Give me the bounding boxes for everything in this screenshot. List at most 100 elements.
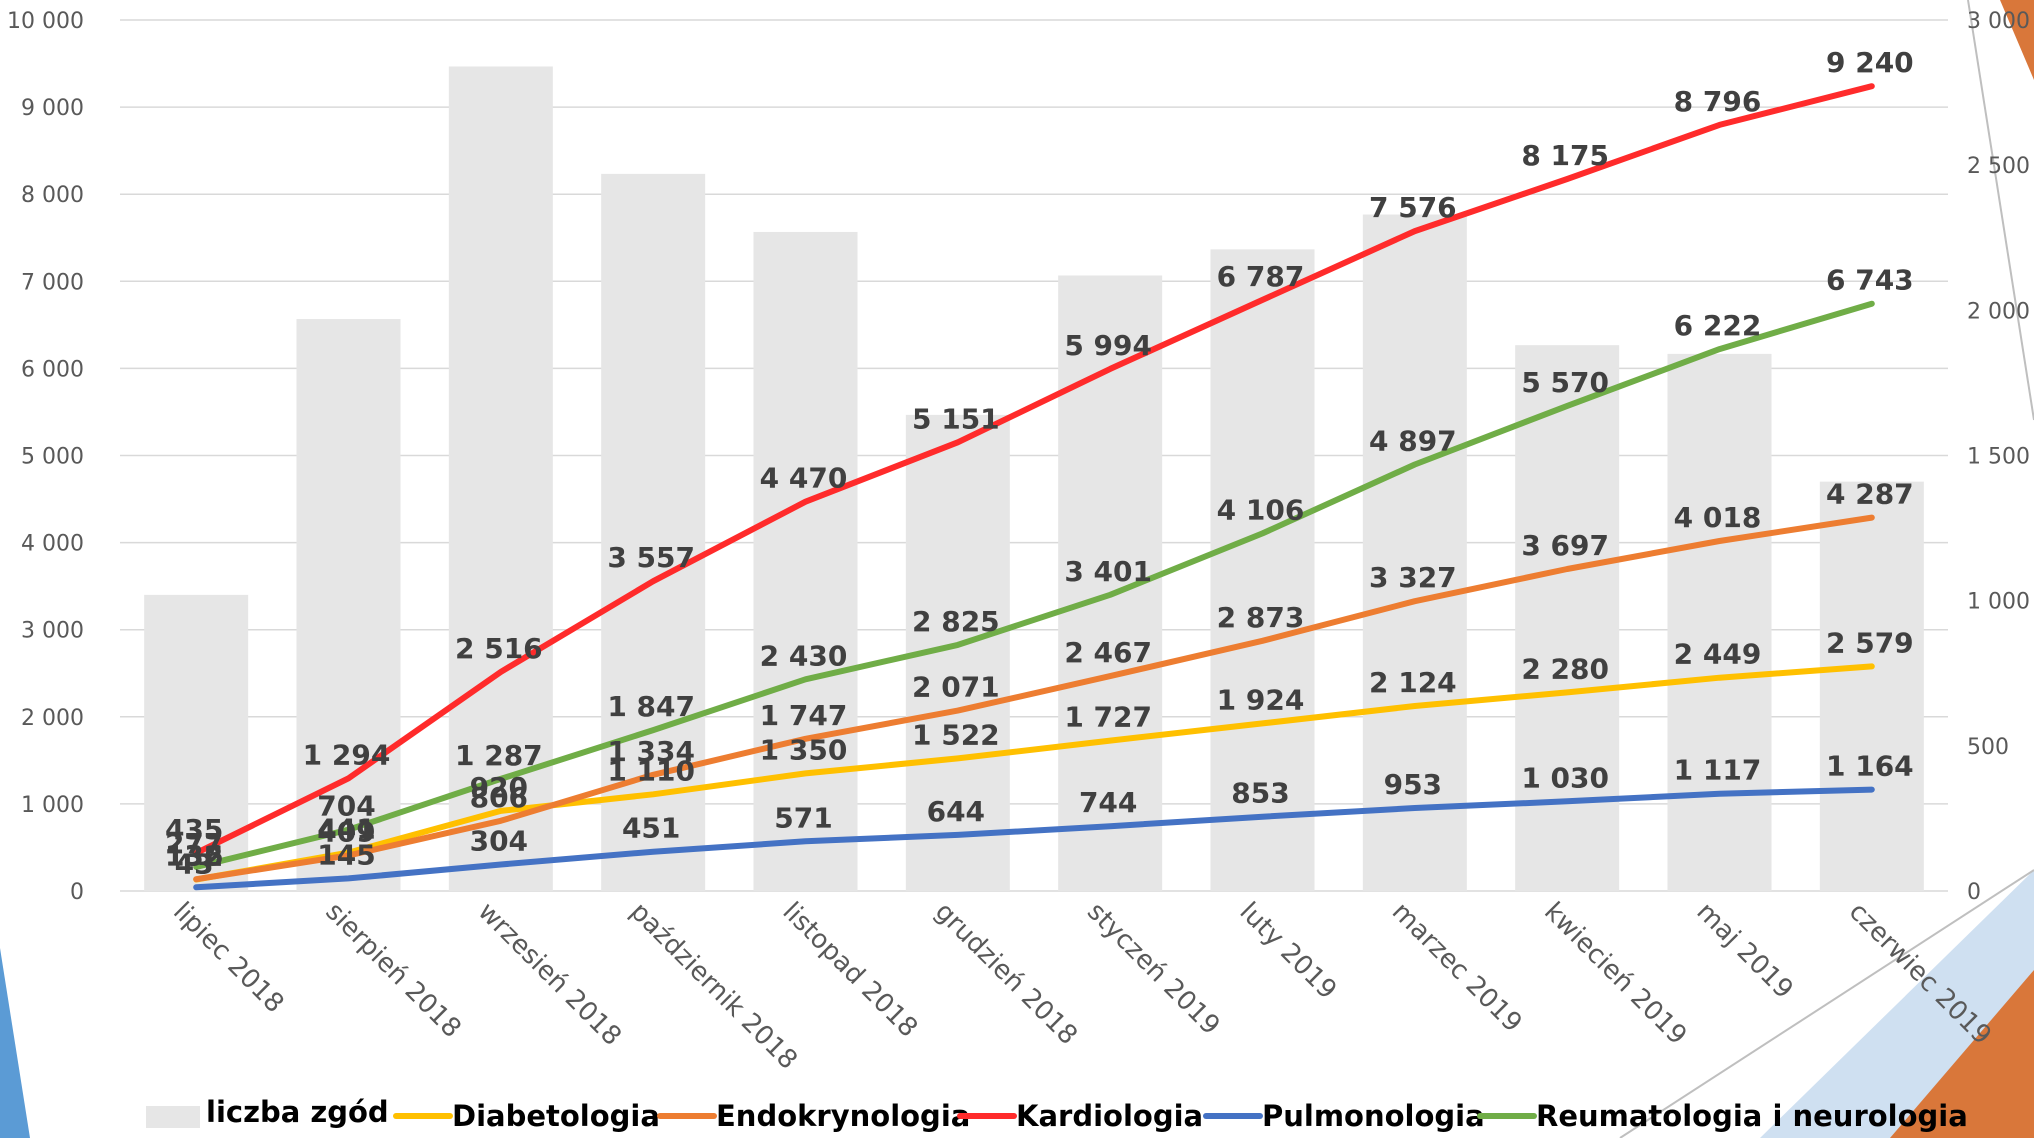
category-label: styczeń 2019	[1081, 897, 1225, 1041]
data-label: 1 030	[1521, 761, 1609, 794]
data-label: 853	[1231, 777, 1289, 810]
category-label: październik 2018	[624, 897, 803, 1076]
data-label: 1 522	[912, 718, 1000, 751]
bar	[1362, 214, 1467, 892]
data-label: 1 334	[607, 735, 695, 768]
gridlines	[120, 19, 1948, 892]
decor-line-bottom-right	[1619, 869, 2034, 1138]
left-axis-tick-label: 9 000	[21, 96, 84, 121]
bar	[1515, 345, 1620, 891]
data-label: 2 579	[1826, 626, 1914, 659]
data-label: 2 467	[1064, 636, 1152, 669]
bar	[1210, 249, 1315, 891]
data-label: 953	[1384, 768, 1442, 801]
data-label: 6 787	[1217, 260, 1305, 293]
data-label: 1 847	[607, 690, 695, 723]
left-axis-tick-label: 2 000	[21, 706, 84, 731]
category-label: sierpień 2018	[320, 897, 467, 1044]
data-label: 304	[470, 825, 528, 858]
series-lines	[193, 83, 1875, 891]
data-label: 744	[1079, 786, 1137, 819]
category-label: maj 2019	[1691, 897, 1799, 1005]
left-axis-tick-label: 6 000	[21, 357, 84, 382]
data-label: 2 071	[912, 671, 1000, 704]
legend-label: Pulmonologia	[1262, 1099, 1485, 1133]
category-label: luty 2019	[1234, 897, 1343, 1006]
left-axis-tick-label: 4 000	[21, 532, 84, 557]
data-label: 920	[470, 771, 528, 804]
data-label: 3 557	[607, 541, 695, 574]
data-label: 2 124	[1369, 666, 1457, 699]
data-label: 1 747	[760, 699, 848, 732]
data-label: 6 743	[1826, 264, 1914, 297]
left-axis-tick-label: 3 000	[21, 619, 84, 644]
data-label: 4 106	[1217, 493, 1305, 526]
decor-blue-left	[0, 948, 30, 1138]
data-label: 2 873	[1217, 601, 1305, 634]
data-label: 5 994	[1064, 329, 1152, 362]
data-label: 5 570	[1521, 366, 1609, 399]
category-axis: lipiec 2018 sierpień 2018 wrzesień 2018paź…	[167, 897, 1997, 1076]
data-label: 4 018	[1674, 501, 1762, 534]
data-label: 8 796	[1674, 85, 1762, 118]
data-label: 4 287	[1826, 478, 1914, 511]
bar	[1819, 481, 1924, 891]
data-label: 277	[165, 827, 223, 860]
category-label: lipiec 2018	[167, 897, 289, 1019]
bar	[448, 66, 553, 892]
decor-orange-top-right	[2000, 0, 2034, 80]
data-label: 9 240	[1826, 46, 1914, 79]
data-label: 2 825	[912, 605, 1000, 638]
legend-label: Kardiologia	[1016, 1099, 1203, 1133]
right-axis-tick-label: 2 500	[1967, 154, 2030, 179]
data-label: 409	[317, 815, 375, 848]
category-label: listopad 2018	[777, 897, 924, 1044]
data-label: 136	[165, 839, 223, 872]
legend-label: liczba zgód	[206, 1095, 389, 1129]
data-label: 1 287	[455, 739, 543, 772]
data-label: 3 697	[1521, 529, 1609, 562]
bar	[144, 594, 249, 891]
right-axis: 0 500 1 000 1 500 2 000 2 500 3 000	[1967, 9, 2030, 905]
right-axis-tick-label: 2 000	[1967, 299, 2030, 324]
data-label: 2 430	[760, 639, 848, 672]
data-label: 132	[165, 840, 223, 873]
data-label: 1 924	[1217, 683, 1305, 716]
legend-label: Endokrynologia	[716, 1099, 970, 1133]
right-axis-tick-label: 1 000	[1967, 590, 2030, 615]
data-label: 1 117	[1674, 754, 1762, 787]
category-label: grudzień 2018	[929, 897, 1083, 1051]
data-label: 4 897	[1369, 424, 1457, 457]
data-label: 1 110	[607, 754, 695, 787]
legend-swatch	[146, 1106, 200, 1128]
data-label: 435	[165, 813, 223, 846]
data-label: 1 294	[303, 738, 391, 771]
data-label: 8 175	[1521, 139, 1609, 172]
series-line	[193, 786, 1875, 891]
category-label: kwiecień 2019	[1538, 897, 1692, 1051]
data-label: 2 280	[1521, 652, 1609, 685]
right-axis-tick-label: 0	[1967, 880, 1981, 905]
category-label: wrzesień 2018	[472, 897, 627, 1052]
data-label: 441	[317, 813, 375, 846]
series-line	[193, 663, 1875, 883]
left-axis-tick-label: 10 000	[7, 9, 84, 34]
bar	[753, 231, 858, 891]
left-axis-tick-label: 8 000	[21, 183, 84, 208]
left-axis: 0 1 000 2 000 3 000 4 000 5 000 6 000 7 000 8 00…	[7, 9, 84, 905]
right-axis-tick-label: 1 500	[1967, 445, 2030, 470]
data-label: 2 449	[1674, 638, 1762, 671]
legend-label: Reumatologia i neurologia	[1536, 1099, 1968, 1133]
data-label: 3 401	[1064, 555, 1152, 588]
data-labels: 132 441 920 1 110 1 350 1 522 1 727 1 924 2 124 2…	[165, 46, 1914, 880]
decor-orange-bottom-right	[1890, 970, 2034, 1138]
series-line	[193, 83, 1875, 857]
data-label: 4 470	[760, 462, 848, 495]
data-label: 2 516	[455, 632, 543, 665]
data-label: 806	[470, 781, 528, 814]
left-axis-tick-label: 1 000	[21, 793, 84, 818]
data-label: 451	[622, 812, 680, 845]
left-axis-tick-label: 7 000	[21, 270, 84, 295]
